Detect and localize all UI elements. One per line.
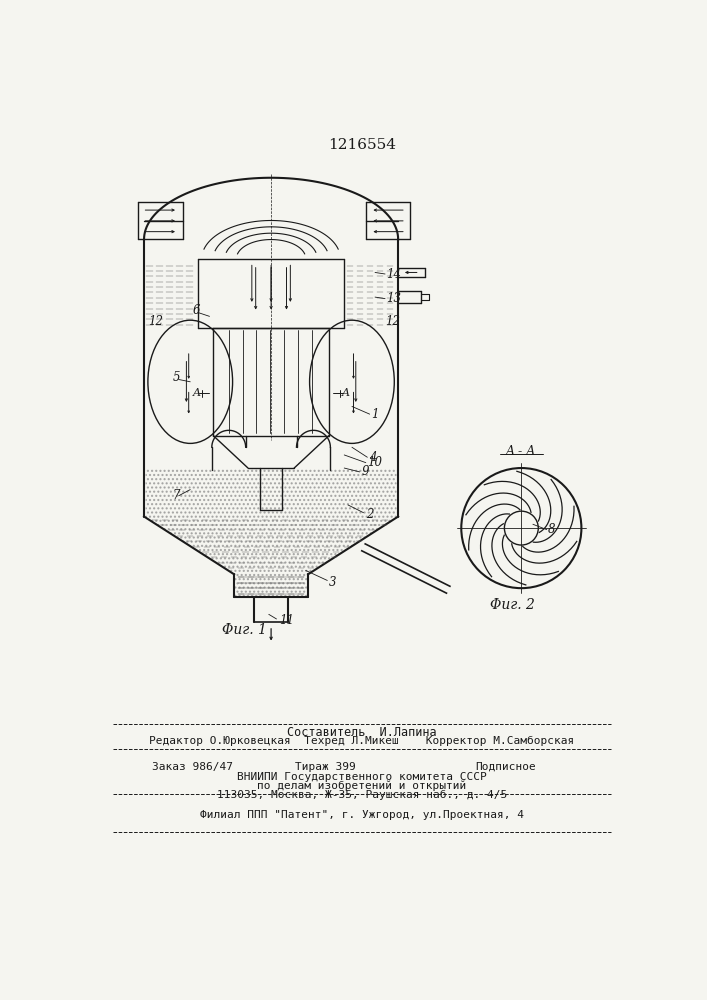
Text: Заказ 986/47: Заказ 986/47 — [152, 762, 233, 772]
Text: 13: 13 — [387, 292, 402, 305]
Text: 5: 5 — [173, 371, 180, 384]
Text: 2: 2 — [366, 508, 373, 521]
Text: 8: 8 — [549, 523, 556, 536]
Text: Редактор О.Юрковецкая  Техред Л.Микеш    Корректор М.Самборская: Редактор О.Юрковецкая Техред Л.Микеш Кор… — [149, 736, 575, 746]
Text: Φиг. 2: Φиг. 2 — [490, 598, 534, 612]
Text: Φиг. 1: Φиг. 1 — [222, 623, 267, 637]
Text: 1: 1 — [371, 408, 379, 421]
Text: A - A: A - A — [506, 445, 537, 458]
Text: 11: 11 — [279, 614, 295, 627]
Text: Подписное: Подписное — [476, 762, 537, 772]
Text: 3: 3 — [329, 576, 337, 588]
Text: 12: 12 — [148, 315, 163, 328]
Text: A: A — [341, 388, 350, 398]
Text: A: A — [192, 388, 200, 398]
Text: 1216554: 1216554 — [328, 138, 396, 152]
Text: 12: 12 — [385, 315, 400, 328]
Text: по делам изобретений и открытий: по делам изобретений и открытий — [257, 781, 467, 791]
Text: 14: 14 — [387, 267, 402, 280]
Text: 7: 7 — [173, 489, 180, 502]
Text: 6: 6 — [192, 304, 200, 317]
Text: 4: 4 — [369, 451, 376, 464]
Text: ВНИИПИ Государственного комитета СССР: ВНИИПИ Государственного комитета СССР — [237, 772, 487, 782]
Text: 9: 9 — [361, 465, 368, 478]
Text: 113035, Москва, Ж-35, Раушская наб., д. 4/5: 113035, Москва, Ж-35, Раушская наб., д. … — [217, 790, 507, 800]
Text: 10: 10 — [368, 456, 382, 469]
Text: Филиал ППП "Патент", г. Ужгород, ул.Проектная, 4: Филиал ППП "Патент", г. Ужгород, ул.Прое… — [200, 810, 524, 820]
Text: Составитель  И.Лапина: Составитель И.Лапина — [287, 726, 437, 739]
Text: Тираж 399: Тираж 399 — [295, 762, 356, 772]
